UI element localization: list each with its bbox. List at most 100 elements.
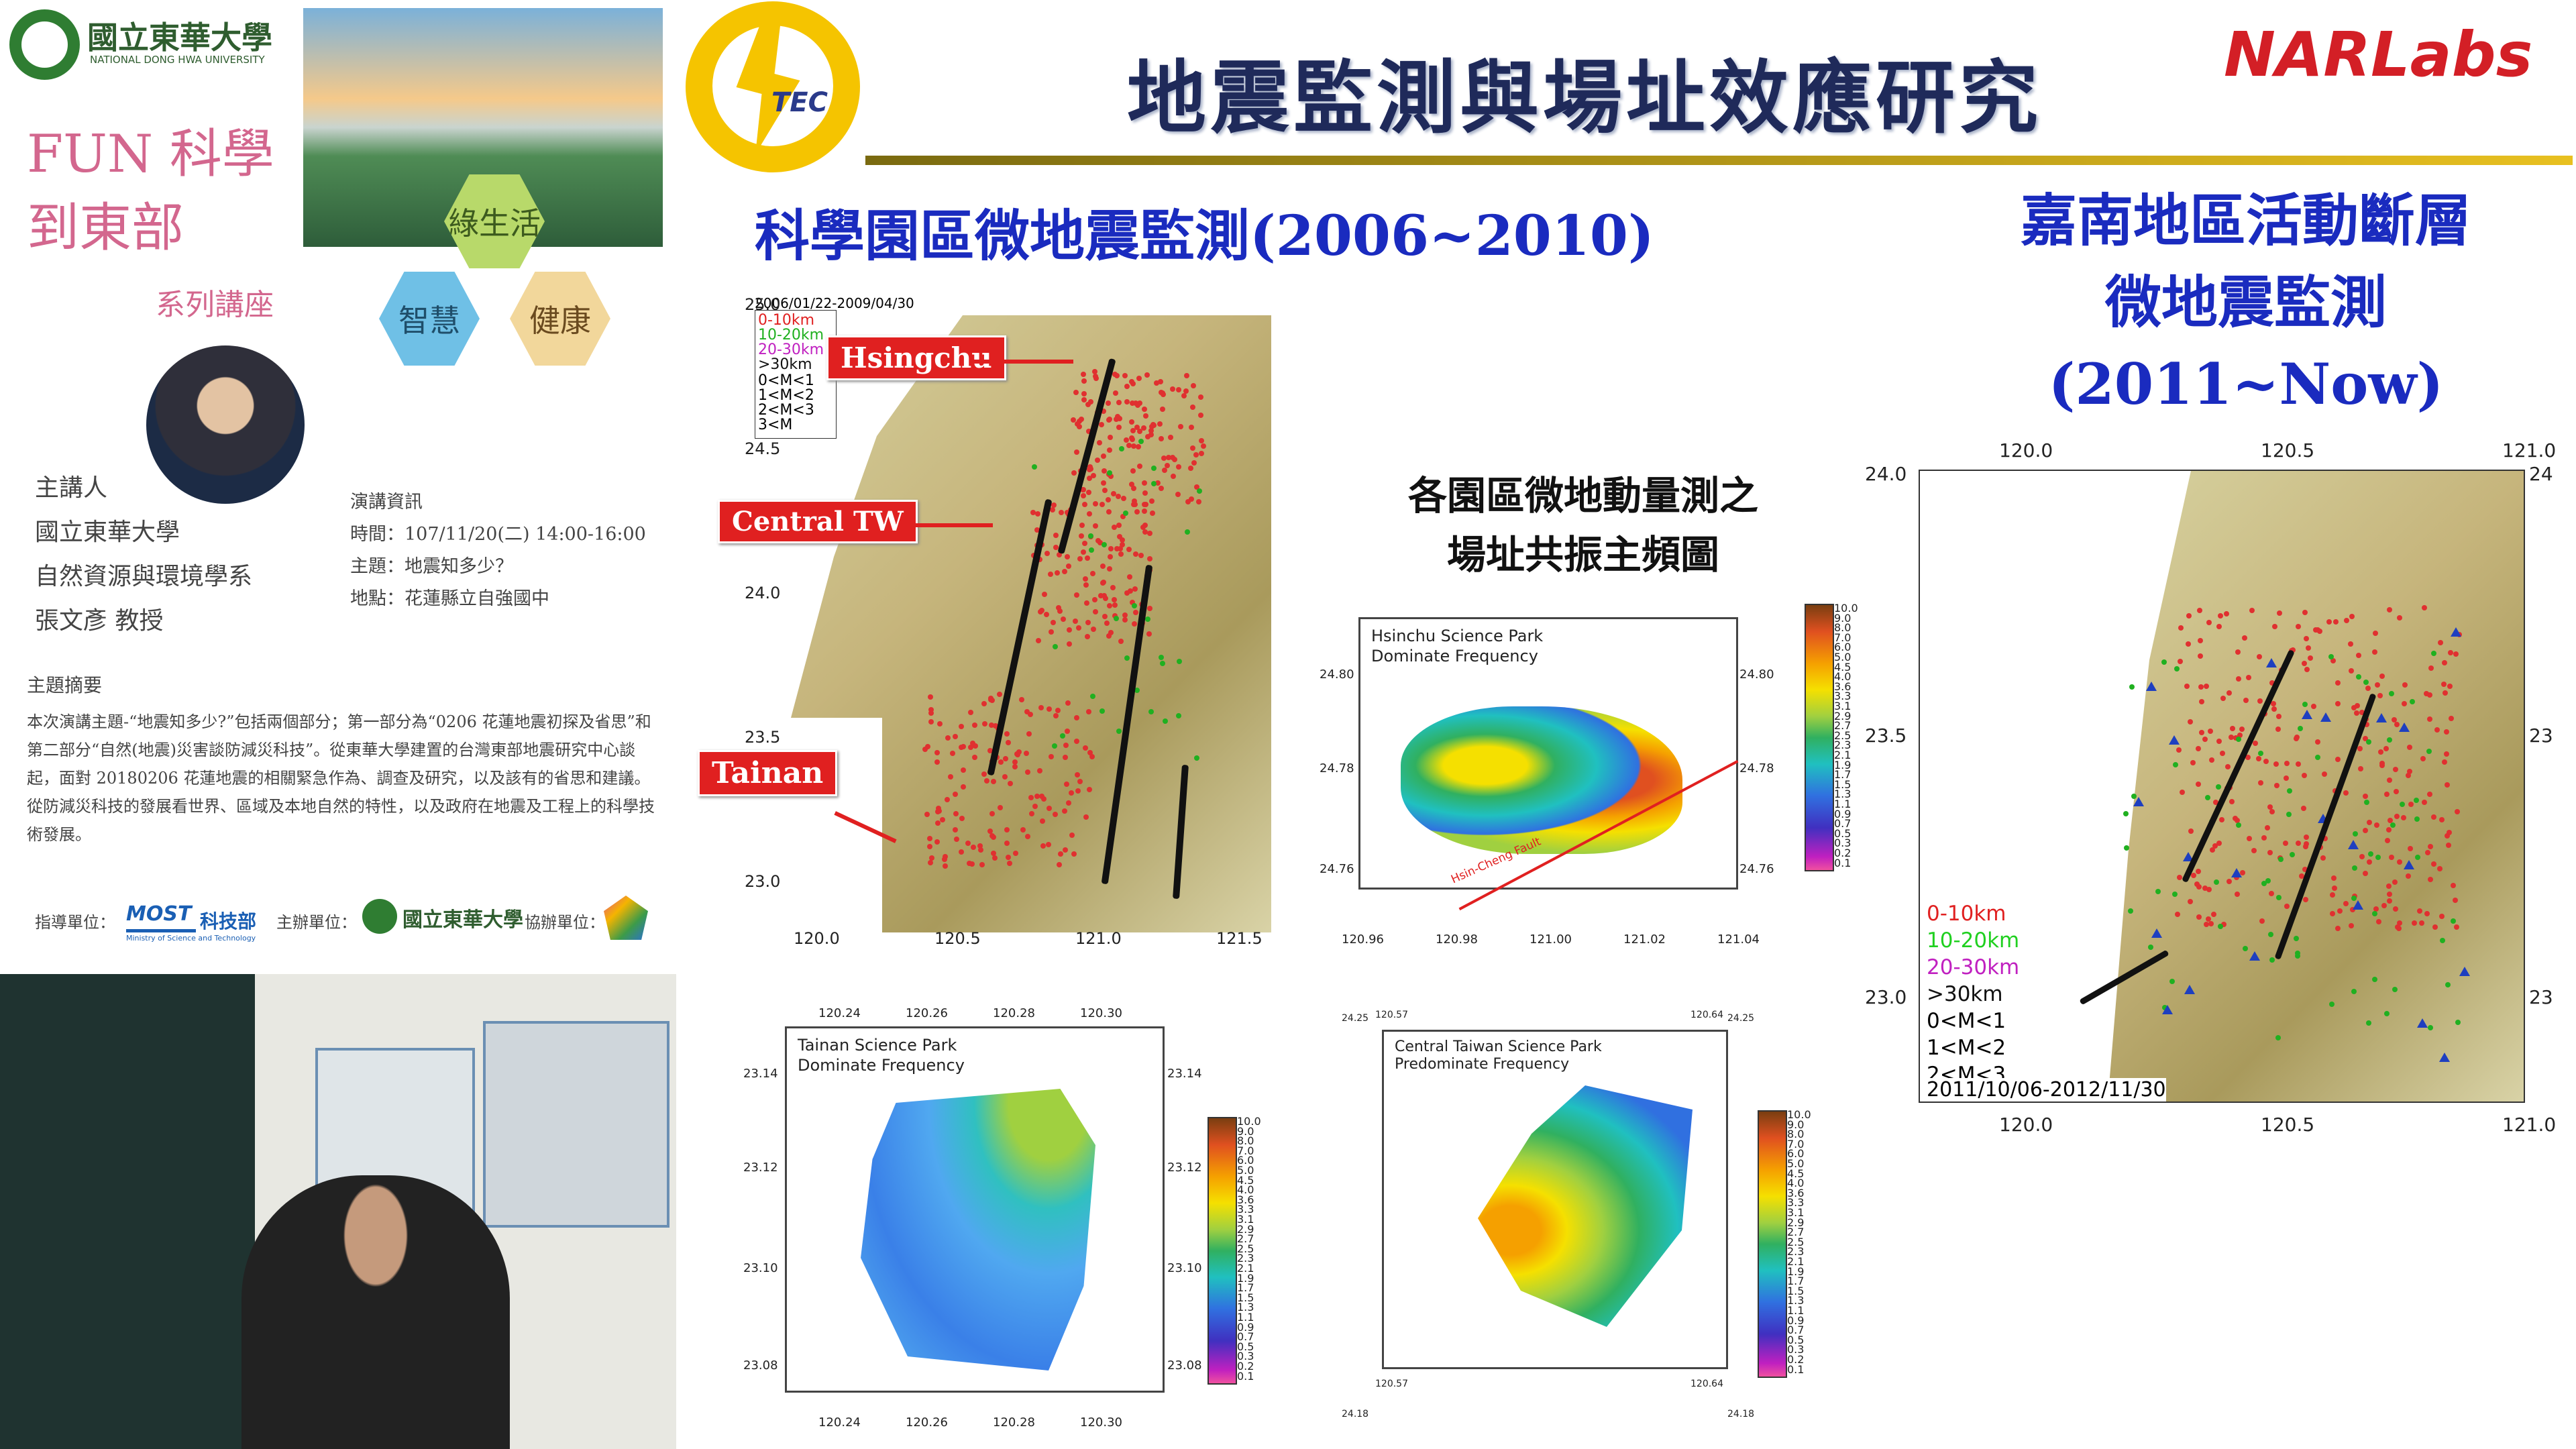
earthquake-point — [928, 718, 934, 724]
earthquake-point — [979, 862, 985, 868]
earthquake-point — [1102, 595, 1108, 601]
x-tick: 120.24 — [818, 1415, 861, 1430]
earthquake-point — [2405, 773, 2411, 779]
earthquake-point — [1144, 372, 1150, 378]
earthquake-point — [2320, 712, 2332, 722]
earthquake-point — [2290, 852, 2295, 858]
earthquake-point — [1140, 524, 1146, 530]
x-tick: 120.64 — [1690, 1010, 1723, 1020]
earthquake-point — [1184, 372, 1190, 378]
earthquake-point — [1075, 625, 1081, 631]
colorbar-tick: 0.1 — [1834, 856, 1851, 869]
earthquake-point — [1113, 390, 1119, 396]
most-logo-icon: MOST — [126, 902, 196, 932]
y-tick-right: 23 — [2529, 986, 2553, 1008]
earthquake-point — [2430, 861, 2436, 867]
earthquake-point — [2269, 680, 2275, 686]
colorbar-tick: 5.0 — [1787, 1157, 1805, 1170]
earthquake-point — [2437, 866, 2443, 872]
earthquake-point — [2276, 713, 2282, 719]
earthquake-point — [1194, 484, 1200, 490]
earthquake-point — [1111, 525, 1117, 531]
earthquake-point — [1064, 554, 1070, 560]
earthquake-point — [2357, 745, 2363, 751]
earthquake-point — [2402, 682, 2408, 688]
earthquake-point — [1184, 529, 1190, 535]
earthquake-point — [2302, 709, 2313, 719]
earthquake-point — [1093, 501, 1099, 507]
co-organizer-logo-icon — [604, 896, 648, 940]
x-tick: 120.30 — [1080, 1415, 1122, 1430]
earthquake-point — [2349, 613, 2355, 619]
earthquake-point — [1132, 586, 1138, 592]
earthquake-point — [2177, 658, 2183, 664]
earthquake-point — [1177, 659, 1183, 665]
earthquake-point — [928, 710, 934, 716]
earthquake-point — [2441, 759, 2447, 765]
earthquake-point — [1126, 546, 1132, 552]
earthquake-point — [1142, 480, 1148, 486]
earthquake-point — [1012, 759, 1018, 765]
earthquake-point — [2257, 780, 2263, 786]
earthquake-point — [2414, 797, 2420, 803]
earthquake-point — [1124, 437, 1130, 443]
earthquake-point — [2387, 607, 2393, 613]
colorbar-tick: 2.1 — [1237, 1262, 1254, 1275]
earthquake-point — [2294, 953, 2300, 959]
earthquake-point — [2129, 684, 2135, 690]
earthquake-point — [992, 855, 998, 861]
map-legend: 0-10km 10-20km 20-30km >30km 0<M<1 1<M<2… — [755, 310, 837, 439]
earthquake-point — [1083, 600, 1089, 606]
label-tainan: Tainan — [698, 750, 838, 796]
earthquake-point — [2428, 665, 2434, 671]
earthquake-point — [1136, 463, 1142, 469]
earthquake-point — [2386, 827, 2392, 833]
earthquake-point — [953, 811, 959, 817]
earthquake-point — [2404, 859, 2415, 869]
colorbar-tick: 4.5 — [1237, 1173, 1254, 1187]
earthquake-point — [2216, 739, 2222, 745]
earthquake-point — [1055, 604, 1061, 610]
earthquake-point — [1080, 549, 1086, 555]
colorbar-tick: 2.7 — [1787, 1226, 1805, 1239]
earthquake-point — [2446, 829, 2452, 835]
earthquake-point — [936, 808, 942, 814]
earthquake-point — [1018, 697, 1024, 703]
earthquake-point — [2172, 762, 2178, 768]
earthquake-point — [1146, 631, 1152, 637]
earthquake-point — [2293, 936, 2299, 942]
y-tick: 24.18 — [1727, 1409, 1755, 1419]
colorbar-tick: 6.0 — [1237, 1154, 1254, 1167]
earthquake-point — [2362, 870, 2368, 876]
earthquake-point — [1136, 376, 1142, 382]
earthquake-point — [1091, 627, 1097, 633]
earthquake-point — [1160, 407, 1166, 413]
speaker-affiliation2: 自然資源與環境學系 — [35, 563, 253, 590]
earthquake-point — [1044, 611, 1050, 617]
earthquake-point — [1191, 382, 1197, 388]
earthquake-point — [1081, 378, 1087, 384]
earthquake-point — [2427, 692, 2433, 698]
earthquake-point — [2314, 739, 2320, 745]
earthquake-point — [2207, 729, 2213, 735]
colorbar-tick: 3.3 — [1834, 690, 1851, 703]
earthquake-point — [1004, 731, 1010, 737]
earthquake-point — [1105, 400, 1111, 407]
legend-depth-1: 10-20km — [758, 327, 824, 343]
earthquake-point — [2366, 1020, 2372, 1026]
talk-info: 演講資訊 時間：107/11/20(二) 14:00-16:00 主題：地震知多… — [350, 486, 646, 615]
earthquake-point — [1053, 545, 1059, 551]
earthquake-point — [952, 826, 958, 833]
earthquake-point — [2343, 618, 2349, 624]
earthquake-point — [2393, 906, 2399, 912]
earthquake-point — [959, 849, 965, 855]
earthquake-point — [1081, 372, 1087, 378]
earthquake-point — [1052, 743, 1058, 749]
earthquake-point — [1117, 546, 1123, 552]
earthquake-point — [2265, 878, 2271, 884]
hex-health: 健康 — [510, 272, 610, 366]
colorbar-tick: 0.7 — [1834, 817, 1851, 830]
earthquake-point — [1100, 564, 1106, 570]
earthquake-point — [1049, 506, 1055, 513]
earthquake-point — [2384, 1011, 2390, 1017]
